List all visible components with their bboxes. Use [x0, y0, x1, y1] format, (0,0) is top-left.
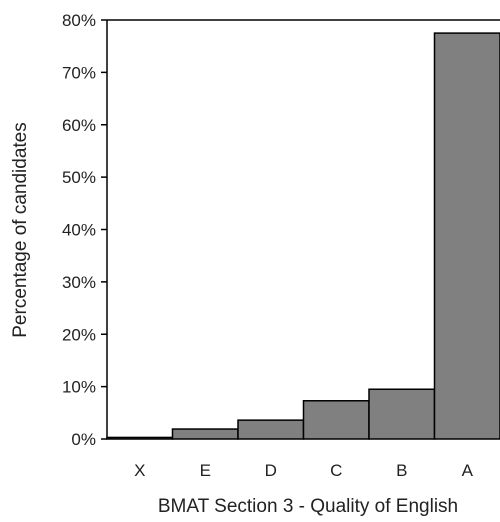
bar-d: [237, 419, 305, 440]
y-tick-label: 50%: [62, 168, 96, 187]
bar-c: [302, 400, 370, 440]
y-tick-label: 30%: [62, 273, 96, 292]
x-tick-label: C: [330, 461, 342, 480]
y-tick-label: 0%: [71, 430, 96, 449]
x-tick-label: D: [265, 461, 277, 480]
x-axis-title: BMAT Section 3 - Quality of English: [158, 496, 458, 517]
bar-b: [368, 388, 436, 440]
x-tick-label: E: [200, 461, 211, 480]
y-tick-label: 70%: [62, 63, 96, 82]
y-axis-title: Percentage of candidates: [10, 122, 31, 338]
bar-x: [106, 436, 174, 440]
x-tick-label: B: [396, 461, 407, 480]
bar-a: [433, 32, 500, 440]
y-tick-label: 60%: [62, 116, 96, 135]
y-tick-label: 10%: [62, 378, 96, 397]
bar-e: [171, 428, 239, 440]
y-ticks-group: 0% 10% 20% 30% 40% 50% 60% 70% 80%: [62, 11, 107, 449]
x-tick-label: A: [462, 461, 474, 480]
bars-group: [106, 32, 500, 440]
x-tick-label: X: [134, 461, 145, 480]
y-tick-label: 40%: [62, 221, 96, 240]
y-tick-label: 20%: [62, 325, 96, 344]
y-tick-label: 80%: [62, 11, 96, 30]
